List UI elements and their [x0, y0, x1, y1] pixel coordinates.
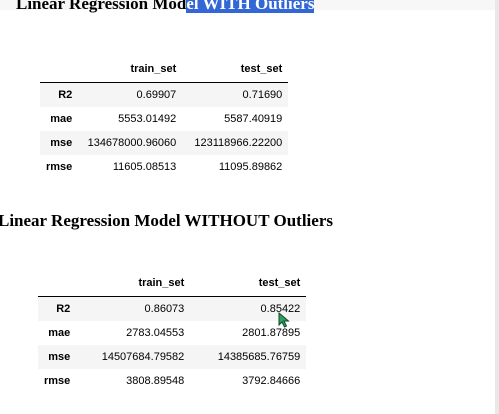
row-label: mse	[48, 351, 71, 363]
table-header-row: train_set test_set	[40, 56, 289, 83]
test-value: 14385685.76759	[217, 351, 301, 363]
train-value: 0.86073	[144, 303, 185, 315]
scrollbar-track[interactable]	[495, 0, 499, 414]
train-value: 11605.08513	[112, 161, 177, 173]
header-corner	[40, 56, 79, 83]
section-heading-with-outliers: Linear Regression Model WITH Outliers	[16, 0, 315, 14]
train-value: 2783.04553	[126, 327, 185, 339]
test-value: 123118966.22200	[194, 137, 283, 149]
column-header-train: train_set	[78, 56, 183, 83]
table-row: R2 0.86073 0.85422	[38, 296, 307, 321]
test-value: 2801.87895	[242, 327, 301, 339]
row-label: rmse	[46, 161, 73, 173]
row-label: mse	[50, 137, 73, 149]
table-row: rmse 3808.89548 3792.84666	[38, 369, 306, 393]
train-value: 5553.01492	[118, 113, 177, 125]
row-label: mae	[50, 113, 73, 125]
train-value: 134678000.96060	[87, 137, 177, 149]
table-header-row: train_set test_set	[38, 270, 307, 297]
column-header-test: test_set	[182, 56, 289, 83]
metrics-table-with-outliers: train_set test_set R2 0.69907 0.71690 ma…	[40, 56, 289, 179]
selected-text[interactable]: el WITH Outliers	[186, 0, 315, 13]
table-row: R2 0.69907 0.71690	[40, 82, 289, 107]
metrics-table-without-outliers: train_set test_set R2 0.86073 0.85422 ma…	[38, 270, 307, 393]
test-value: 3792.84666	[242, 375, 301, 387]
header-corner	[38, 270, 77, 297]
section-heading-without-outliers: Linear Regression Model WITHOUT Outliers	[0, 211, 333, 230]
train-value: 0.69907	[136, 89, 177, 101]
column-header-test: test_set	[190, 270, 307, 297]
test-value: 0.71690	[242, 89, 283, 101]
table-row: mae 2783.04553 2801.87895	[38, 321, 306, 345]
table-row: mse 134678000.96060 123118966.22200	[40, 131, 289, 155]
column-header-train: train_set	[76, 270, 191, 297]
heading-text: Linear Regression Mod	[16, 0, 187, 13]
test-value: 11095.89862	[218, 161, 283, 173]
table-row: mse 14507684.79582 14385685.76759	[38, 345, 307, 369]
table-row: mae 5553.01492 5587.40919	[40, 107, 288, 131]
table-row: rmse 11605.08513 11095.89862	[40, 155, 288, 179]
row-label: mae	[48, 327, 71, 339]
train-value: 14507684.79582	[101, 351, 185, 363]
row-label: rmse	[44, 375, 71, 387]
test-value: 5587.40919	[224, 113, 283, 125]
row-label: R2	[58, 89, 73, 101]
mouse-pointer-icon	[278, 312, 290, 328]
train-value: 3808.89548	[126, 375, 185, 387]
test-value: 0.85422	[260, 303, 301, 315]
row-label: R2	[56, 303, 71, 315]
